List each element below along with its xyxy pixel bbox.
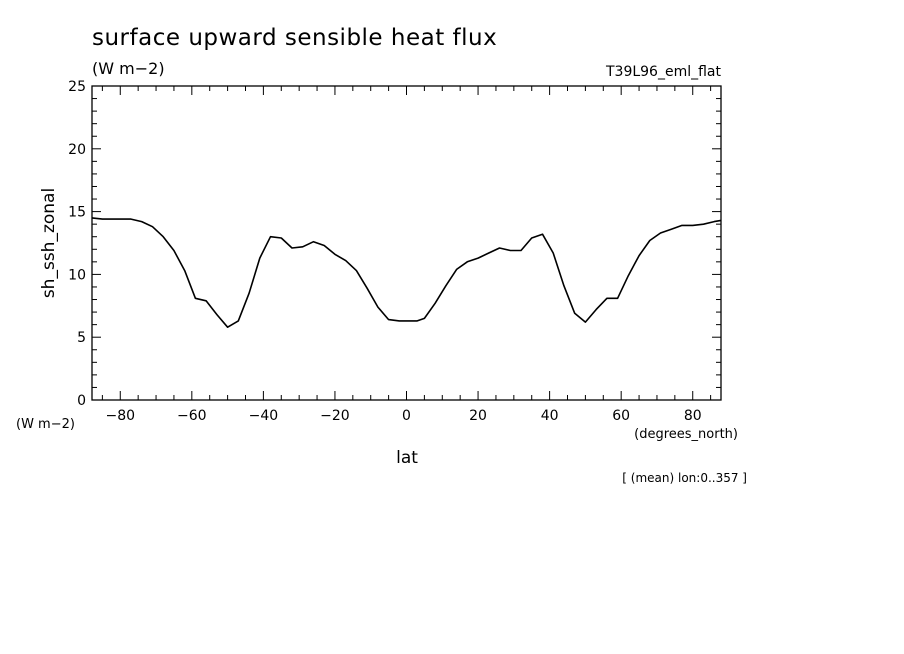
plot-frame (91, 85, 722, 401)
x-tick-label: −20 (320, 408, 350, 424)
y-tick-label: 20 (68, 142, 86, 158)
x-tick-label: −80 (105, 408, 135, 424)
mean-note: [ (mean) lon:0..357 ] (622, 471, 747, 485)
chart-title: surface upward sensible heat flux (92, 25, 497, 51)
series-line (91, 217, 722, 328)
experiment-label: T39L96_eml_flat (605, 64, 722, 80)
title-units: (W m−2) (92, 59, 165, 78)
x-axis-units: (degrees_north) (634, 427, 738, 442)
y-tick-label: 15 (68, 205, 86, 221)
y-axis-units: (W m−2) (16, 417, 75, 432)
x-tick-label: 60 (612, 408, 630, 424)
x-tick-label: 40 (541, 408, 559, 424)
x-axis-label: lat (396, 448, 418, 468)
axis-tick-labels: −80 −60 −40 −20 0 20 40 60 80 0 5 10 15 20 25 (68, 79, 701, 424)
axis-ticks (92, 85, 721, 401)
y-axis-label: sh_ssh_zonal (39, 188, 59, 298)
y-tick-label: 5 (77, 330, 86, 346)
x-tick-label: 20 (469, 408, 487, 424)
x-tick-label: −60 (177, 408, 207, 424)
x-tick-label: 0 (402, 408, 411, 424)
y-tick-label: 25 (68, 79, 86, 95)
x-tick-label: 80 (684, 408, 702, 424)
x-tick-label: −40 (249, 408, 279, 424)
y-tick-label: 10 (68, 267, 86, 283)
y-tick-label: 0 (77, 393, 86, 409)
